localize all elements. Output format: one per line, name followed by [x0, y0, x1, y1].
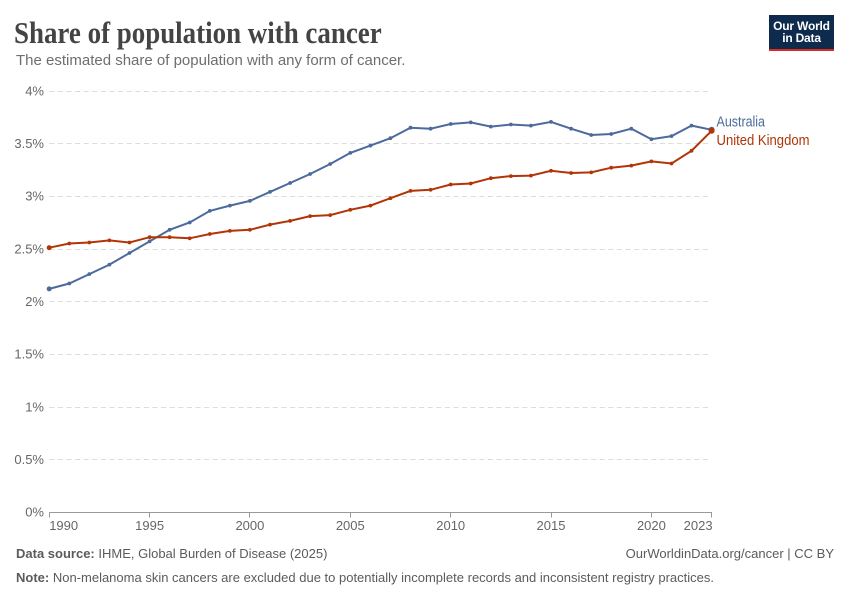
svg-text:2015: 2015 — [537, 518, 566, 533]
svg-text:1995: 1995 — [135, 518, 164, 533]
svg-text:2%: 2% — [25, 294, 44, 309]
svg-text:4%: 4% — [25, 83, 44, 98]
svg-text:2020: 2020 — [637, 518, 666, 533]
svg-text:2005: 2005 — [336, 518, 365, 533]
svg-text:2.5%: 2.5% — [14, 241, 44, 256]
svg-text:0%: 0% — [25, 505, 44, 520]
svg-text:1990: 1990 — [49, 518, 78, 533]
svg-text:2000: 2000 — [235, 518, 264, 533]
svg-text:1%: 1% — [25, 399, 44, 414]
svg-text:2010: 2010 — [436, 518, 465, 533]
svg-text:Australia: Australia — [717, 114, 766, 130]
svg-text:2023: 2023 — [684, 518, 713, 533]
svg-text:1.5%: 1.5% — [14, 347, 44, 362]
svg-text:3%: 3% — [25, 189, 44, 204]
svg-text:United Kingdom: United Kingdom — [717, 133, 810, 149]
svg-text:0.5%: 0.5% — [14, 452, 44, 467]
svg-text:3.5%: 3.5% — [14, 136, 44, 151]
